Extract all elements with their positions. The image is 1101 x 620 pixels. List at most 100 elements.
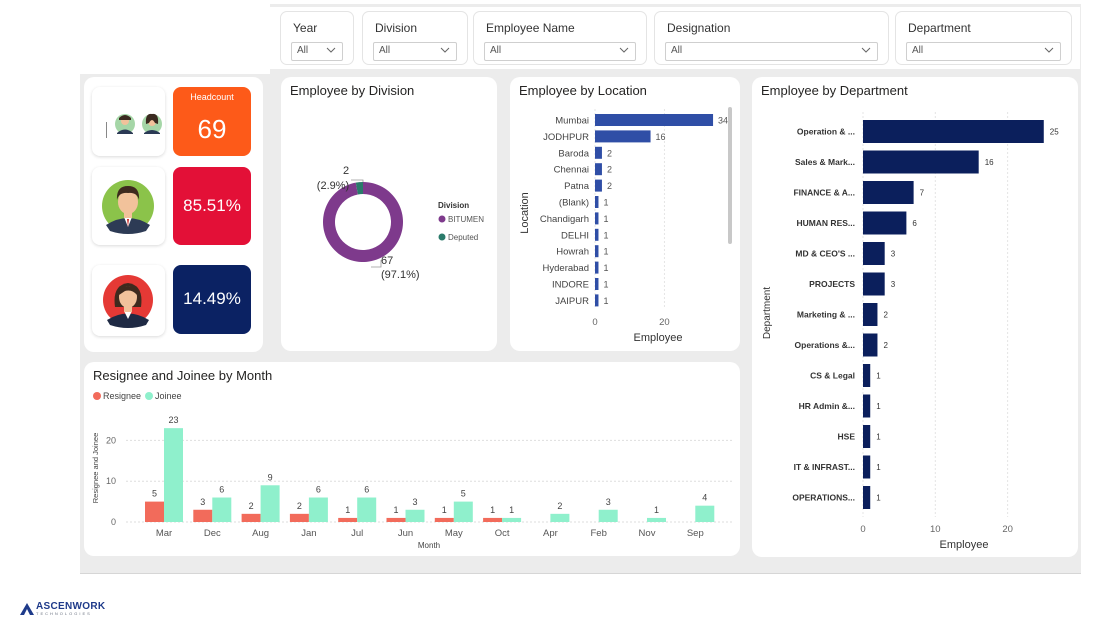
kpi-card: Headcount 69 85.51% 14.49% — [84, 77, 263, 352]
department-bar — [863, 394, 871, 418]
department-data-label: 1 — [876, 433, 881, 442]
chevron-down-icon — [326, 47, 336, 53]
location-chart-title: Employee by Location — [519, 83, 647, 98]
department-data-label: 7 — [920, 189, 925, 198]
location-data-label: 2 — [607, 181, 612, 191]
department-data-label: 3 — [891, 280, 896, 289]
female-pct-kpi-bg — [173, 265, 251, 334]
department-x-tick: 0 — [860, 524, 865, 535]
canvas-blank-area — [80, 4, 270, 74]
people-icon — [106, 113, 162, 138]
female-avatar-icon — [103, 275, 153, 328]
location-data-label: 1 — [603, 230, 608, 240]
location-data-label: 34 — [718, 116, 728, 126]
department-data-label: 1 — [876, 402, 881, 411]
month-y-tick: 0 — [111, 517, 116, 527]
department-tick-label: PROJECTS — [809, 279, 855, 289]
filter-employee-name-value: All — [490, 45, 502, 56]
male-image — [92, 167, 165, 245]
filter-division[interactable]: Division All — [363, 12, 467, 64]
department-tick-label: IT & INFRAST... — [794, 462, 855, 472]
month-x-tick: Aug — [252, 528, 269, 539]
female-image — [92, 265, 165, 336]
location-tick-label: JODHPUR — [543, 132, 589, 143]
joinee-data-label: 4 — [702, 493, 707, 503]
logo-name: ASCENWORK — [36, 601, 106, 612]
location-tick-label: Hyderabad — [543, 263, 589, 274]
location-data-label: 2 — [607, 148, 612, 158]
joinee-bar — [502, 517, 522, 522]
filter-division-value: All — [379, 45, 391, 56]
joinee-data-label: 6 — [219, 485, 224, 495]
division-chart-title: Employee by Division — [290, 83, 415, 98]
department-bar — [863, 211, 907, 235]
filter-designation[interactable]: Designation All — [655, 12, 888, 64]
month-y-tick: 10 — [106, 476, 116, 486]
location-tick-label: JAIPUR — [555, 296, 589, 307]
chevron-down-icon — [1044, 47, 1054, 53]
department-data-label: 1 — [876, 494, 881, 503]
filter-year-label: Year — [293, 21, 318, 35]
location-tick-label: Chandigarh — [540, 214, 589, 225]
filter-department[interactable]: Department All — [896, 12, 1071, 64]
department-tick-label: Sales & Mark... — [795, 157, 855, 167]
location-data-label: 1 — [603, 214, 608, 224]
filter-department-value: All — [912, 45, 924, 56]
donut-label-deputed-pct: (2.9%) — [317, 180, 349, 192]
department-bar — [863, 150, 979, 174]
location-bar — [595, 212, 599, 225]
filter-employee-name-dropdown[interactable]: All — [484, 42, 636, 61]
leader-line-bitumen — [371, 260, 382, 268]
department-data-label: 1 — [876, 372, 881, 381]
joinee-data-label: 2 — [557, 501, 562, 511]
filter-department-dropdown[interactable]: All — [906, 42, 1061, 61]
headcount-value: 69 — [197, 114, 227, 144]
location-bar — [595, 278, 599, 290]
resignee-bar — [483, 517, 503, 522]
location-tick-label: Baroda — [558, 148, 589, 159]
headcount-label: Headcount — [190, 92, 234, 102]
location-bar-chart[interactable]: Mumbai 34 JODHPUR 16 Baroda 2 Chennai 2 Patna 2 (B… — [510, 77, 740, 351]
joinee-bar — [260, 485, 280, 522]
division-donut-chart[interactable]: 67 (97.1%) 2 (2.9%) Division BITUMEN Deputed — [281, 77, 497, 351]
resignee-data-label: 1 — [442, 505, 447, 515]
filter-division-dropdown[interactable]: All — [373, 42, 457, 61]
department-data-label: 6 — [912, 219, 917, 228]
department-data-label: 1 — [876, 463, 881, 472]
department-tick-label: FINANCE & A... — [793, 188, 855, 198]
department-bar — [863, 333, 878, 357]
legend-label-bitumen: BITUMEN — [448, 215, 484, 224]
joinee-bar — [405, 509, 425, 522]
month-column-chart[interactable]: Resignee Joinee01020523Mar36Dec29Aug26Jan… — [84, 362, 740, 556]
month-x-tick: Jul — [351, 528, 363, 539]
chevron-down-icon — [440, 47, 450, 53]
joinee-data-label: 3 — [606, 497, 611, 507]
department-bar — [863, 425, 871, 448]
location-tick-label: INDORE — [552, 280, 589, 291]
location-bar — [595, 114, 714, 126]
division-chart-card: Employee by Division 67 (97.1%) 2 (2.9%) Div… — [281, 77, 497, 351]
resignee-bar — [289, 513, 309, 522]
filter-division-label: Division — [375, 21, 418, 35]
filter-year-dropdown[interactable]: All — [291, 42, 343, 61]
department-tick-label: MD & CEO'S ... — [795, 249, 855, 259]
resignee-bar — [193, 509, 213, 522]
location-data-label: 1 — [603, 198, 608, 208]
legend-dot-bitumen — [438, 215, 446, 223]
location-tick-label: Howrah — [556, 247, 589, 258]
department-bar — [863, 486, 871, 509]
joinee-data-label: 1 — [509, 505, 514, 515]
female-pct-kpi: 14.49% — [173, 265, 251, 334]
location-data-label: 16 — [656, 132, 666, 142]
joinee-bar — [647, 517, 666, 522]
location-tick-label: Chennai — [554, 165, 589, 176]
location-bar — [595, 146, 602, 159]
filter-employee-name[interactable]: Employee Name All — [474, 12, 646, 64]
filter-designation-dropdown[interactable]: All — [665, 42, 878, 61]
filter-year[interactable]: Year All — [281, 12, 353, 64]
legend-label-joinee: Joinee — [155, 391, 182, 401]
department-data-label: 3 — [891, 250, 896, 259]
department-bar — [863, 303, 878, 326]
department-data-label: 16 — [985, 158, 994, 167]
